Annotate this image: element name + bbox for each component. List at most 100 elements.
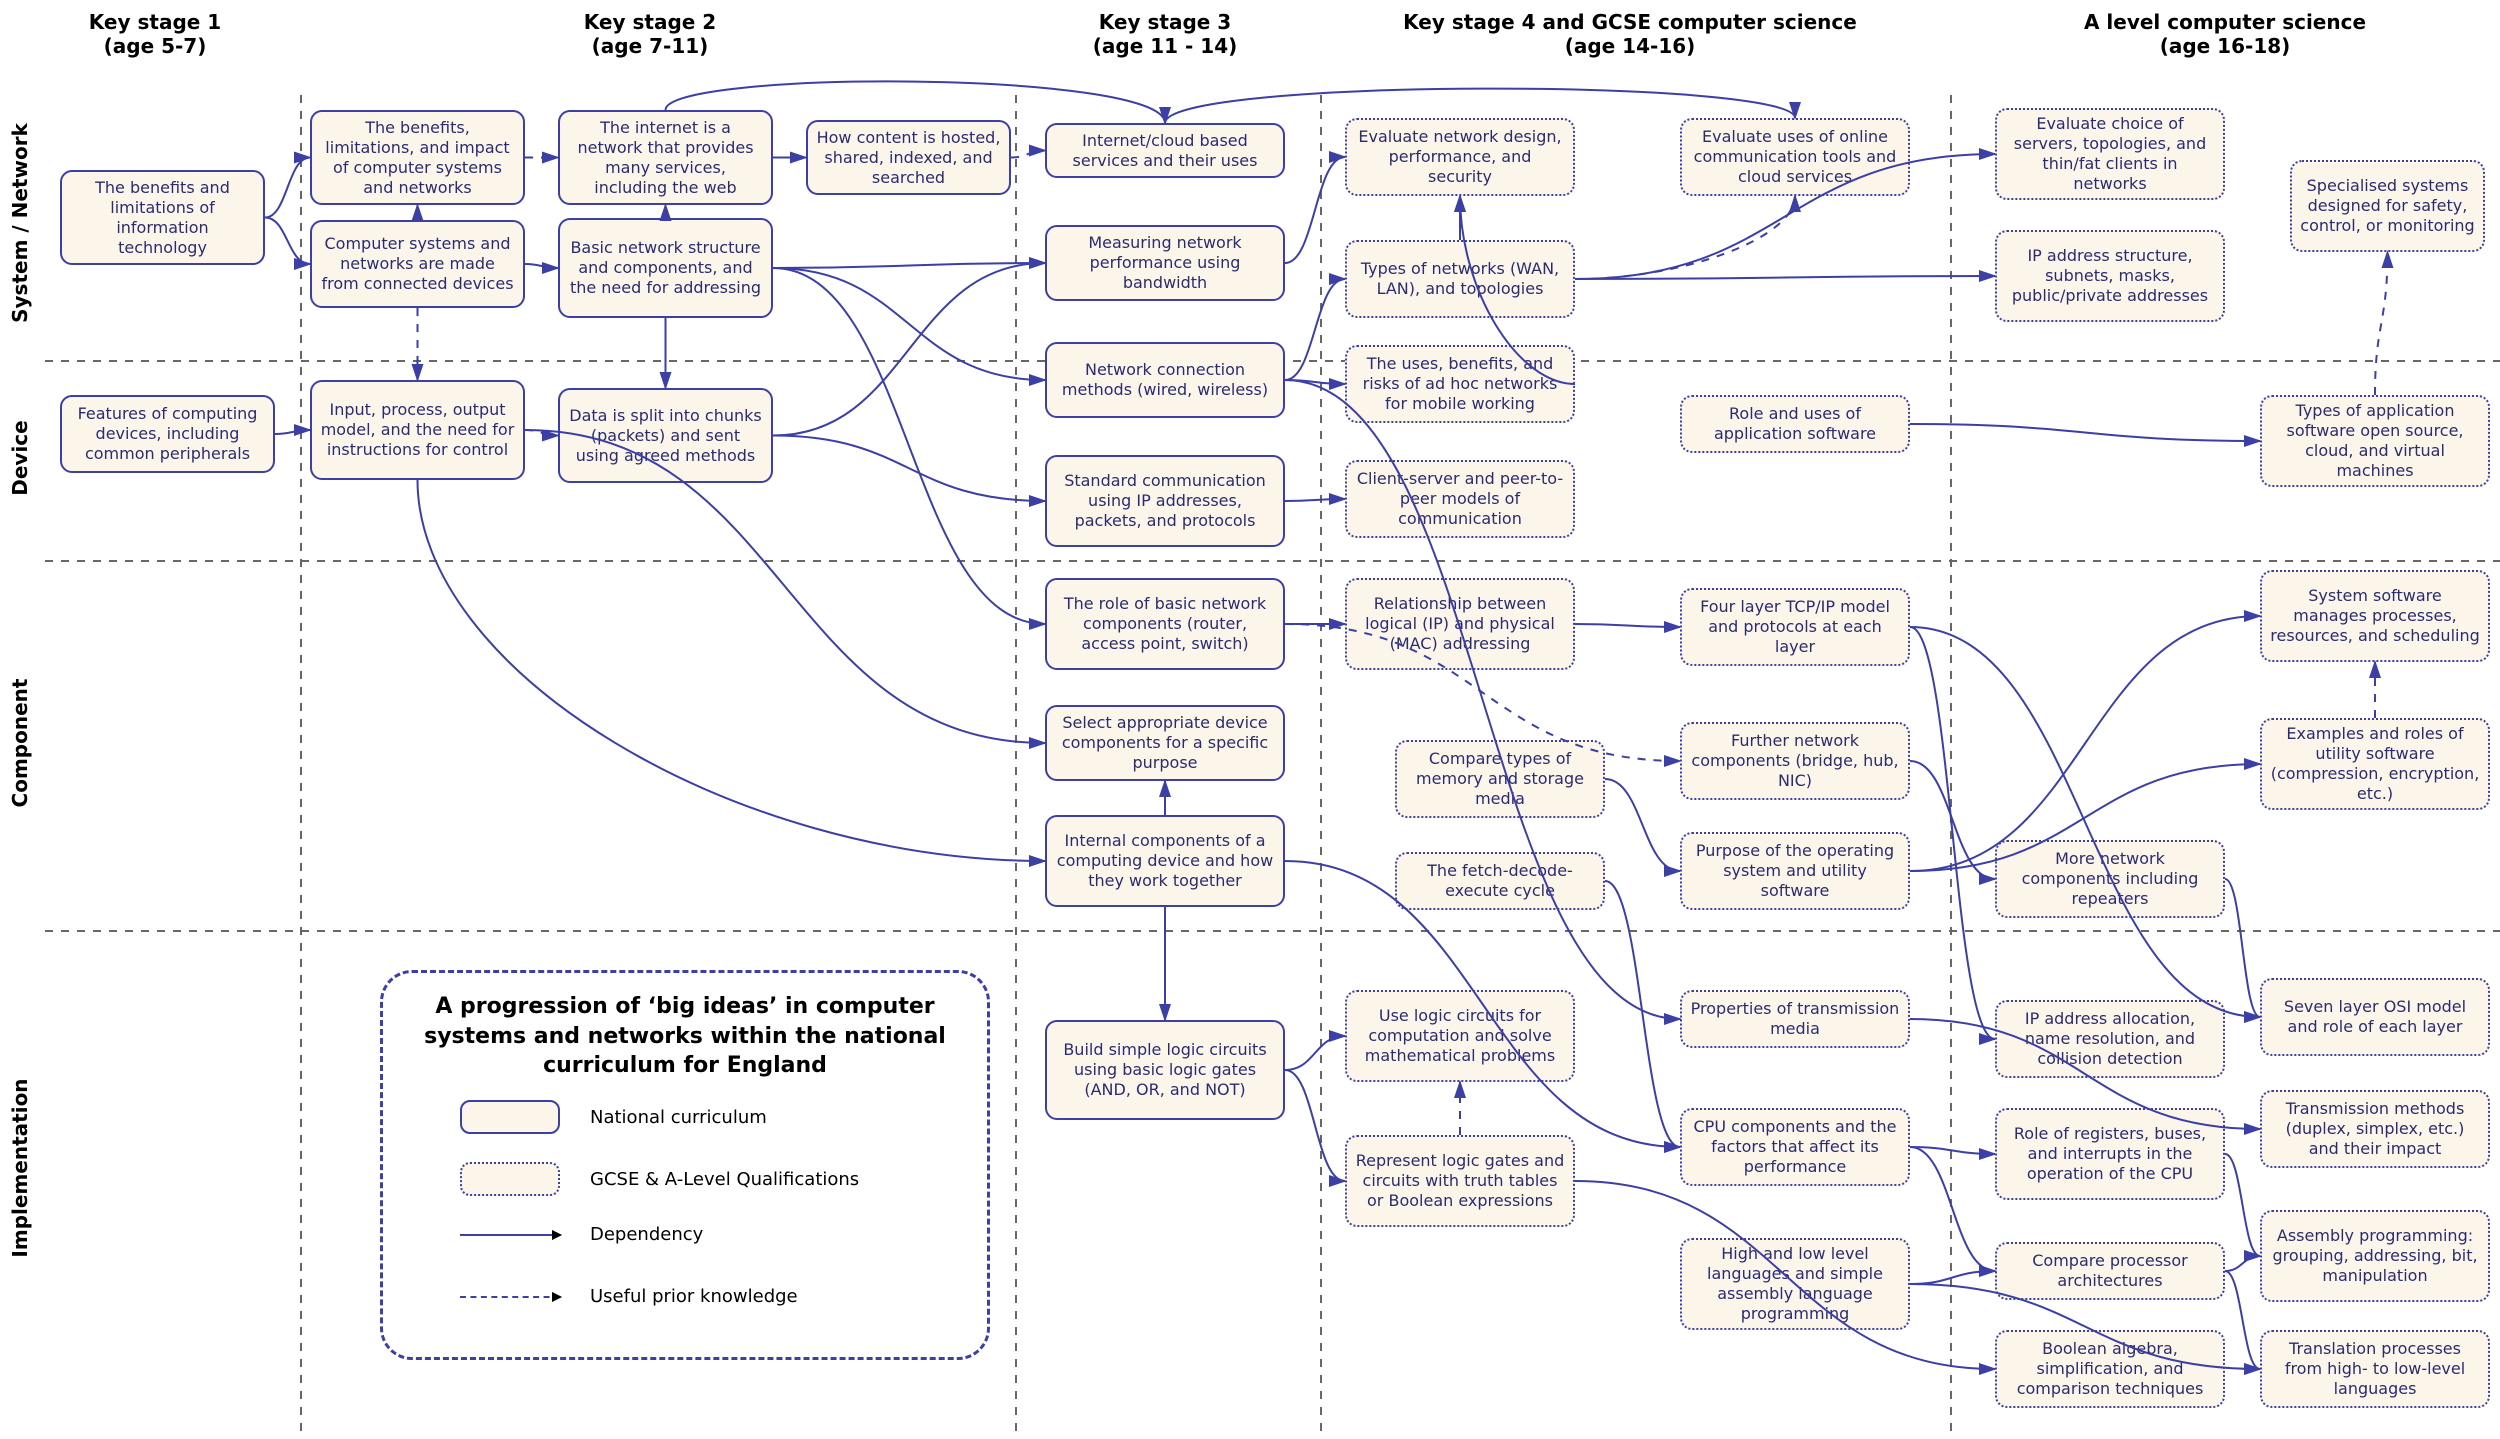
node-n12: Network connection methods (wired, wirel… [1045, 342, 1285, 418]
node-n21: Evaluate uses of online communication to… [1680, 118, 1910, 196]
grid-vline [1015, 95, 1017, 1439]
node-n51: Compare processor architectures [1995, 1242, 2225, 1300]
legend-arrow [460, 1296, 560, 1298]
diagram-canvas: Key stage 1 (age 5-7)Key stage 2 (age 7-… [0, 0, 2500, 1439]
node-n45: Examples and roles of utility software (… [2260, 718, 2490, 810]
edge-n46-n48 [2225, 879, 2260, 1017]
edge-n22-n42 [1575, 276, 1995, 279]
node-n15: Select appropriate device components for… [1045, 705, 1285, 781]
node-n44: System software manages processes, resou… [2260, 570, 2490, 662]
node-n9: Data is split into chunks (packets) and … [558, 388, 773, 483]
edge-n22-n21 [1575, 196, 1795, 279]
node-n52: Assembly programming: grouping, addressi… [2260, 1210, 2490, 1302]
edge-n35-n49 [1910, 1147, 1995, 1154]
node-n41: Specialised systems designed for safety,… [2290, 160, 2485, 252]
column-header-ks1: Key stage 1 (age 5-7) [0, 10, 405, 58]
node-n3: Computer systems and networks are made f… [310, 220, 525, 308]
legend-swatch [460, 1100, 560, 1134]
edge-n17-n32 [1285, 1036, 1345, 1070]
edge-n9-n11 [773, 263, 1045, 436]
node-n30: Purpose of the operating system and util… [1680, 832, 1910, 910]
node-n43: Types of application software open sourc… [2260, 395, 2490, 487]
edge-n12-n23 [1285, 380, 1345, 384]
node-n24: Role and uses of application software [1680, 395, 1910, 453]
edge-n6-n14 [773, 268, 1045, 624]
legend-item: Useful prior knowledge [460, 1286, 798, 1307]
edge-n6-n12 [773, 268, 1045, 380]
edge-n24-n43 [1910, 424, 2260, 441]
node-n20: Evaluate network design, performance, an… [1345, 118, 1575, 196]
legend-item: Dependency [460, 1224, 703, 1245]
node-n16: Internal components of a computing devic… [1045, 815, 1285, 907]
grid-vline [1320, 95, 1322, 1439]
edge-n3-n6 [525, 264, 558, 268]
node-n50: Transmission methods (duplex, simplex, e… [2260, 1090, 2490, 1168]
node-n35: CPU components and the factors that affe… [1680, 1108, 1910, 1186]
edge-n27-n48 [1910, 627, 2260, 1017]
edge-n29-n30 [1605, 779, 1680, 871]
row-header-comp: Component [8, 633, 32, 853]
row-header-dev: Device [8, 348, 32, 568]
node-n54: Translation processes from high- to low-… [2260, 1330, 2490, 1408]
node-n10: Internet/cloud based services and their … [1045, 123, 1285, 178]
node-n49: Role of registers, buses, and interrupts… [1995, 1108, 2225, 1200]
edge-n12-n22 [1285, 279, 1345, 380]
node-n2: The benefits, limitations, and impact of… [310, 110, 525, 205]
column-header-al: A level computer science (age 16-18) [1975, 10, 2475, 58]
grid-vline [1950, 95, 1952, 1439]
node-n32: Use logic circuits for computation and s… [1345, 990, 1575, 1082]
node-n53: Boolean algebra, simplification, and com… [1995, 1330, 2225, 1408]
edge-n8-n7 [275, 430, 310, 434]
grid-hline [45, 930, 2500, 932]
edge-n11-n20 [1285, 157, 1345, 263]
edge-n28-n46 [1910, 761, 1995, 879]
legend-label: Useful prior knowledge [590, 1286, 798, 1307]
edge-n1-n2 [265, 158, 310, 218]
node-n31: The fetch-decode-execute cycle [1395, 852, 1605, 910]
edge-n31-n35 [1605, 881, 1680, 1147]
column-header-ks4: Key stage 4 and GCSE computer science (a… [1380, 10, 1880, 58]
node-n47: IP address allocation, name resolution, … [1995, 1000, 2225, 1078]
edge-n6-n11 [773, 263, 1045, 268]
edge-n35-n51 [1910, 1147, 1995, 1271]
node-n46: More network components including repeat… [1995, 840, 2225, 918]
edge-n51-n52 [2225, 1256, 2260, 1271]
node-n23: The uses, benefits, and risks of ad hoc … [1345, 345, 1575, 423]
column-header-ks2: Key stage 2 (age 7-11) [400, 10, 900, 58]
node-n48: Seven layer OSI model and role of each l… [2260, 978, 2490, 1056]
node-n17: Build simple logic circuits using basic … [1045, 1020, 1285, 1120]
edge-n26-n27 [1575, 624, 1680, 627]
edge-n36-n51 [1910, 1271, 1995, 1284]
legend-label: Dependency [590, 1224, 703, 1245]
grid-hline [45, 560, 2500, 562]
legend-arrow [460, 1234, 560, 1236]
edge-n49-n52 [2225, 1154, 2260, 1256]
node-n33: Represent logic gates and circuits with … [1345, 1135, 1575, 1227]
edge-n30-n44 [1910, 616, 2260, 871]
legend-item: GCSE & A-Level Qualifications [460, 1162, 859, 1196]
node-n14: The role of basic network components (ro… [1045, 578, 1285, 670]
node-n5: How content is hosted, shared, indexed, … [806, 120, 1011, 195]
node-n27: Four layer TCP/IP model and protocols at… [1680, 588, 1910, 666]
node-n8: Features of computing devices, including… [60, 395, 275, 473]
node-n29: Compare types of memory and storage medi… [1395, 740, 1605, 818]
node-n6: Basic network structure and components, … [558, 218, 773, 318]
node-n26: Relationship between logical (IP) and ph… [1345, 578, 1575, 670]
legend-swatch [460, 1162, 560, 1196]
node-n7: Input, process, output model, and the ne… [310, 380, 525, 480]
edge-n7-n9 [525, 430, 558, 436]
edge-n17-n33 [1285, 1070, 1345, 1181]
legend-label: GCSE & A-Level Qualifications [590, 1169, 859, 1190]
node-n4: The internet is a network that provides … [558, 110, 773, 205]
node-n34: Properties of transmission media [1680, 990, 1910, 1048]
edge-n13-n25 [1285, 499, 1345, 501]
edge-n51-n54 [2225, 1271, 2260, 1369]
grid-vline [300, 95, 302, 1439]
node-n22: Types of networks (WAN, LAN), and topolo… [1345, 240, 1575, 318]
edge-n1-n3 [265, 218, 310, 265]
legend-title: A progression of ‘big ideas’ in computer… [410, 992, 960, 1081]
node-n13: Standard communication using IP addresse… [1045, 455, 1285, 547]
node-n11: Measuring network performance using band… [1045, 225, 1285, 301]
edge-n27-n47 [1910, 627, 1995, 1039]
node-n28: Further network components (bridge, hub,… [1680, 722, 1910, 800]
